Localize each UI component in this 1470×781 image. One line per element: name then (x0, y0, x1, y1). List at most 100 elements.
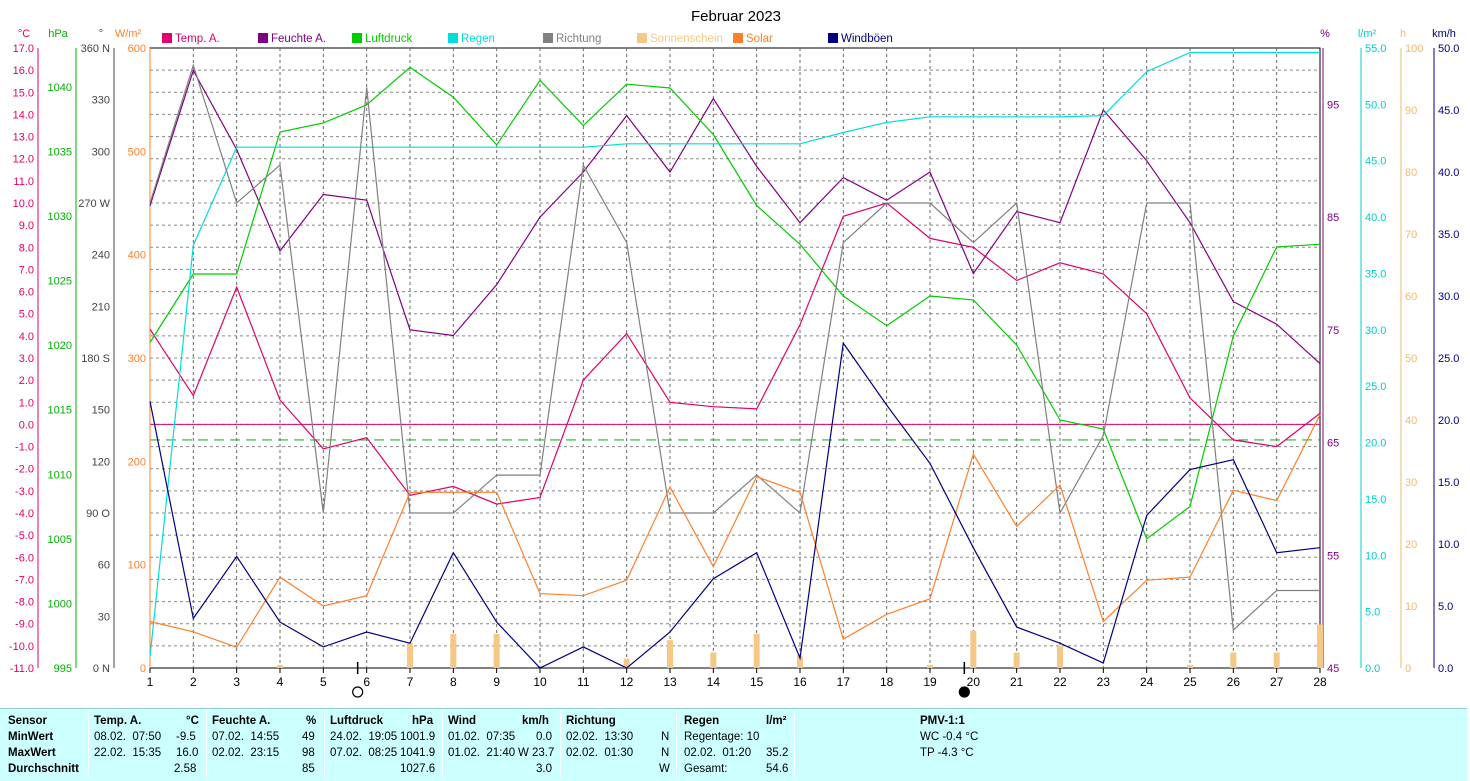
temp-axis-tick-label: 9.0 (19, 220, 34, 232)
series-line-windb-en (149, 341, 1321, 669)
press-max-value: 1041.9 (400, 747, 436, 759)
sun-axis-tick-label: 50 (1405, 353, 1417, 365)
legend-label: Luftdruck (365, 33, 413, 45)
chart-grid (149, 47, 1321, 669)
temp-axis-tick-label: 1.0 (19, 397, 34, 409)
rain-axis-tick-label: 25.0 (1365, 381, 1386, 393)
rain-days: Regentage: 10 (684, 731, 760, 743)
sun-axis-tick-label: 40 (1405, 415, 1417, 427)
rain-unit: l/m² (766, 715, 787, 727)
dir-axis-tick-label: 30 (98, 611, 110, 623)
sunshine-bar (1013, 652, 1020, 668)
temp-axis-tick-label: 17.0 (13, 43, 34, 55)
chart-axes: °C 17.0 16.0 15.0 14.0 13.0 12.0 11.0 10.0 9.0 8.0… (9, 28, 1460, 675)
sunshine-bar (407, 643, 413, 668)
press-axis-tick-label: 995 (54, 663, 72, 675)
wind-max-time: 01.02. 21:40 (448, 747, 516, 759)
sun-axis-tick-label: 10 (1405, 601, 1417, 613)
temp-axis-unit: °C (18, 28, 30, 40)
new-moon-icon (958, 686, 970, 698)
temp-axis-tick-label: -3.0 (15, 486, 34, 498)
legend-swatch (543, 33, 553, 43)
rain-axis-tick-label: 45.0 (1365, 156, 1386, 168)
dir-min-time: 02.02. 13:30 (566, 731, 634, 743)
gust-axis-tick-label: 30.0 (1438, 291, 1459, 303)
sunshine-bar (1057, 646, 1063, 668)
press-average: 1027.6 (400, 763, 436, 775)
hum-unit: % (306, 715, 317, 727)
press-axis-tick-label: 1040 (48, 82, 72, 94)
gust-axis-tick-label: 15.0 (1438, 477, 1459, 489)
temp-axis-tick-label: 4.0 (19, 331, 34, 343)
sun-axis-tick-label: 0 (1405, 663, 1411, 675)
hum-axis-tick-label: 45 (1327, 663, 1339, 675)
wind-unit: km/h (522, 715, 549, 727)
legend-label: Feuchte A. (271, 33, 326, 45)
rain-axis-tick-label: 40.0 (1365, 212, 1386, 224)
x-tick-label: 14 (707, 675, 721, 689)
dir-title: Richtung (566, 715, 616, 727)
temp-axis-tick-label: -2.0 (15, 464, 34, 476)
temp-axis-tick-label: -9.0 (15, 619, 34, 631)
rain-title: Regen (684, 715, 720, 727)
sunshine-bar (623, 658, 630, 668)
sunshine-bar (970, 630, 977, 668)
sunshine-bar (1187, 664, 1193, 668)
x-tick-label: 19 (923, 675, 937, 689)
legend-label: Windböen (841, 33, 893, 45)
press-axis-unit: hPa (48, 28, 68, 40)
dir-axis-tick-label: 300 (92, 146, 110, 158)
x-tick-label: 13 (663, 675, 677, 689)
series-line-solar (149, 414, 1321, 649)
series-line-richtung (149, 63, 1320, 632)
press-unit: hPa (412, 715, 434, 727)
x-tick-label: 27 (1270, 675, 1284, 689)
dir-axis-tick-label: 90 O (86, 508, 110, 520)
gust-axis-tick-label: 0.0 (1438, 663, 1453, 675)
wind-min-value: 0.0 (536, 731, 552, 743)
legend-label: Sonnenschein (650, 33, 723, 45)
press-axis-tick-label: 1000 (48, 598, 72, 610)
chart-title: Februar 2023 (691, 8, 781, 25)
temp-unit: °C (186, 715, 199, 727)
legend-label: Temp. A. (175, 33, 220, 45)
x-tick-label: 7 (407, 675, 414, 689)
hum-average: 85 (302, 763, 315, 775)
solar-axis-tick-label: 0 (140, 663, 146, 675)
sun-axis-tick-label: 30 (1405, 477, 1417, 489)
temp-axis-tick-label: 3.0 (19, 353, 34, 365)
temp-axis-tick-label: 10.0 (13, 198, 34, 210)
x-tick-label: 10 (533, 675, 547, 689)
row-label-min: MinWert (8, 731, 54, 743)
temp-axis-tick-label: -5.0 (15, 530, 34, 542)
gust-axis-tick-label: 20.0 (1438, 415, 1459, 427)
legend-label: Regen (461, 33, 495, 45)
legend-swatch (448, 33, 458, 43)
sun-axis-tick-label: 90 (1405, 105, 1417, 117)
legend-swatch (162, 33, 172, 43)
temp-axis-tick-label: 0.0 (19, 419, 34, 431)
temp-axis-tick-label: -10.0 (9, 641, 34, 653)
temp-axis-tick-label: 16.0 (13, 65, 34, 77)
temp-axis-tick-label: -7.0 (15, 574, 34, 586)
rain-axis-unit: l/m² (1358, 28, 1377, 40)
x-tick-label: 15 (750, 675, 764, 689)
solar-axis-tick-label: 500 (128, 146, 146, 158)
press-axis-tick-label: 1030 (48, 211, 72, 223)
temp-axis-tick-label: -1.0 (15, 442, 34, 454)
x-tick-label: 9 (493, 675, 500, 689)
sunshine-bar (753, 633, 760, 668)
dir-axis-tick-label: 240 (92, 250, 110, 262)
gust-axis-tick-label: 35.0 (1438, 229, 1459, 241)
hum-min-time: 07.02. 14:55 (212, 731, 280, 743)
x-tick-label: 4 (277, 675, 284, 689)
temp-axis-tick-label: -11.0 (10, 663, 34, 675)
hum-axis-tick-label: 85 (1327, 212, 1339, 224)
hum-max-time: 02.02. 23:15 (212, 747, 280, 759)
sun-axis-tick-label: 60 (1405, 291, 1417, 303)
solar-axis-tick-label: 200 (128, 456, 146, 468)
dir-axis-tick-label: 210 (92, 301, 110, 313)
x-tick-label: 28 (1313, 675, 1327, 689)
legend-swatch (258, 33, 268, 43)
dir-axis-unit: ° (99, 28, 103, 40)
